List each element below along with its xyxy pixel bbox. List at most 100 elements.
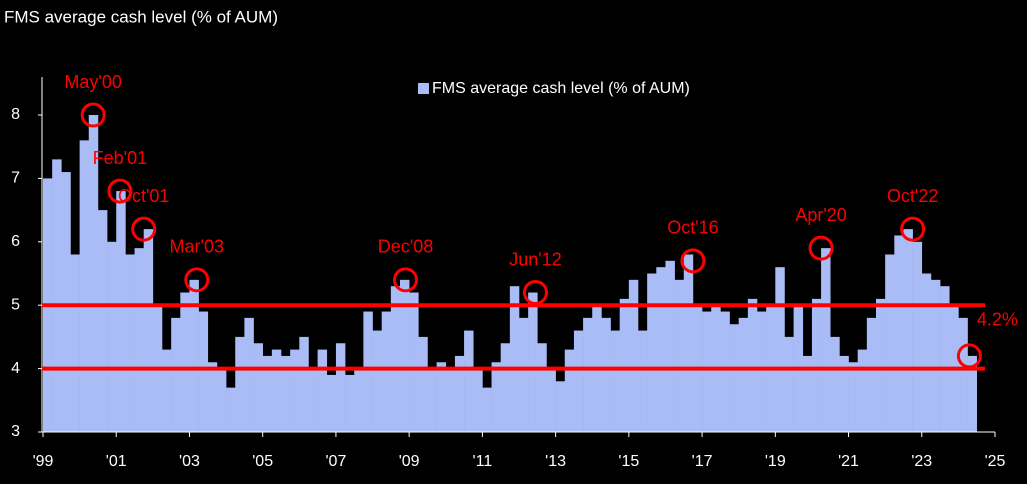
bar	[390, 286, 401, 432]
annotation-label: Jun'12	[509, 249, 561, 269]
bar	[601, 317, 611, 432]
y-tick-label: 3	[11, 423, 20, 440]
bar	[528, 292, 538, 432]
bar	[564, 349, 575, 432]
bar	[427, 368, 437, 432]
bar	[546, 368, 556, 432]
bar	[226, 387, 236, 432]
bar	[656, 267, 666, 432]
bar	[509, 286, 520, 432]
bar	[921, 273, 932, 432]
bar	[940, 286, 950, 432]
annotation-label: 4.2%	[977, 310, 1018, 330]
bar	[445, 368, 456, 432]
bar	[876, 298, 886, 432]
bar	[354, 368, 364, 432]
bar	[134, 248, 144, 432]
annotation-label: May'00	[64, 72, 121, 92]
x-tick-label: '09	[399, 453, 420, 470]
bar	[290, 349, 300, 432]
bar	[281, 355, 291, 432]
bar	[519, 317, 529, 432]
chart-title: FMS average cash level (% of AUM)	[4, 7, 278, 26]
x-tick-label: '03	[179, 453, 200, 470]
annotation-circle	[131, 216, 157, 242]
bar	[839, 355, 849, 432]
bar	[345, 374, 355, 432]
annotation-circle	[522, 280, 548, 306]
bar	[573, 330, 584, 432]
bar	[97, 210, 108, 432]
bar	[738, 317, 749, 432]
bar	[79, 140, 90, 433]
x-tick-label: '99	[33, 453, 54, 470]
bar	[400, 279, 410, 432]
annotation-circle	[80, 102, 106, 128]
bar	[491, 362, 501, 432]
bar	[583, 317, 593, 432]
bar	[866, 317, 877, 432]
x-tick-label: '11	[473, 453, 493, 470]
annotation-circle	[184, 267, 210, 293]
x-tick-label: '13	[545, 453, 566, 470]
legend-label: FMS average cash level (% of AUM)	[432, 80, 690, 97]
bar	[747, 298, 758, 432]
bar	[555, 381, 566, 432]
bar	[647, 273, 657, 432]
x-tick-label: '23	[911, 453, 932, 470]
bar	[830, 336, 840, 432]
x-tick-label: '19	[765, 453, 786, 470]
bar	[757, 311, 767, 432]
bar	[253, 343, 263, 432]
bar	[308, 368, 318, 432]
annotation-circle	[107, 178, 133, 204]
bar	[381, 311, 392, 432]
annotation-label: Feb'01	[93, 148, 147, 168]
bar	[262, 355, 273, 432]
annotation-label: Apr'20	[795, 205, 846, 225]
bar	[409, 292, 419, 432]
x-tick-label: '17	[692, 453, 713, 470]
bar	[317, 349, 328, 432]
y-tick-label: 8	[11, 106, 20, 123]
bar	[958, 317, 968, 432]
bar	[775, 267, 785, 432]
bar	[784, 336, 794, 432]
bar	[244, 317, 254, 432]
bar	[683, 254, 694, 432]
annotation-label: Oct'16	[667, 218, 718, 238]
bar	[885, 254, 895, 432]
bar	[143, 229, 154, 432]
bar	[107, 241, 117, 432]
bar	[52, 159, 62, 432]
bar	[88, 115, 99, 432]
annotation-circle	[956, 343, 982, 369]
bar	[638, 330, 648, 432]
x-tick-label: '15	[618, 453, 639, 470]
bar	[912, 241, 923, 432]
bar	[628, 279, 639, 432]
annotation-circle	[808, 235, 834, 261]
x-tick-label: '25	[985, 453, 1006, 470]
bar	[674, 279, 685, 432]
bar	[418, 336, 428, 432]
bar	[171, 317, 181, 432]
bar	[729, 324, 739, 432]
x-tick-label: '21	[838, 453, 859, 470]
annotation-circle	[680, 248, 706, 274]
bar	[235, 336, 245, 432]
bar	[894, 235, 904, 432]
bar	[537, 343, 547, 432]
bar	[848, 362, 858, 432]
bar	[482, 387, 492, 432]
bar	[802, 355, 813, 432]
annotation-label: Mar'03	[170, 237, 224, 257]
bar	[821, 248, 831, 432]
x-tick-label: '05	[252, 453, 273, 470]
bar	[619, 298, 630, 432]
bar	[720, 311, 730, 432]
bar	[189, 279, 199, 432]
y-tick-label: 7	[11, 170, 20, 187]
y-tick-label: 5	[11, 296, 20, 313]
